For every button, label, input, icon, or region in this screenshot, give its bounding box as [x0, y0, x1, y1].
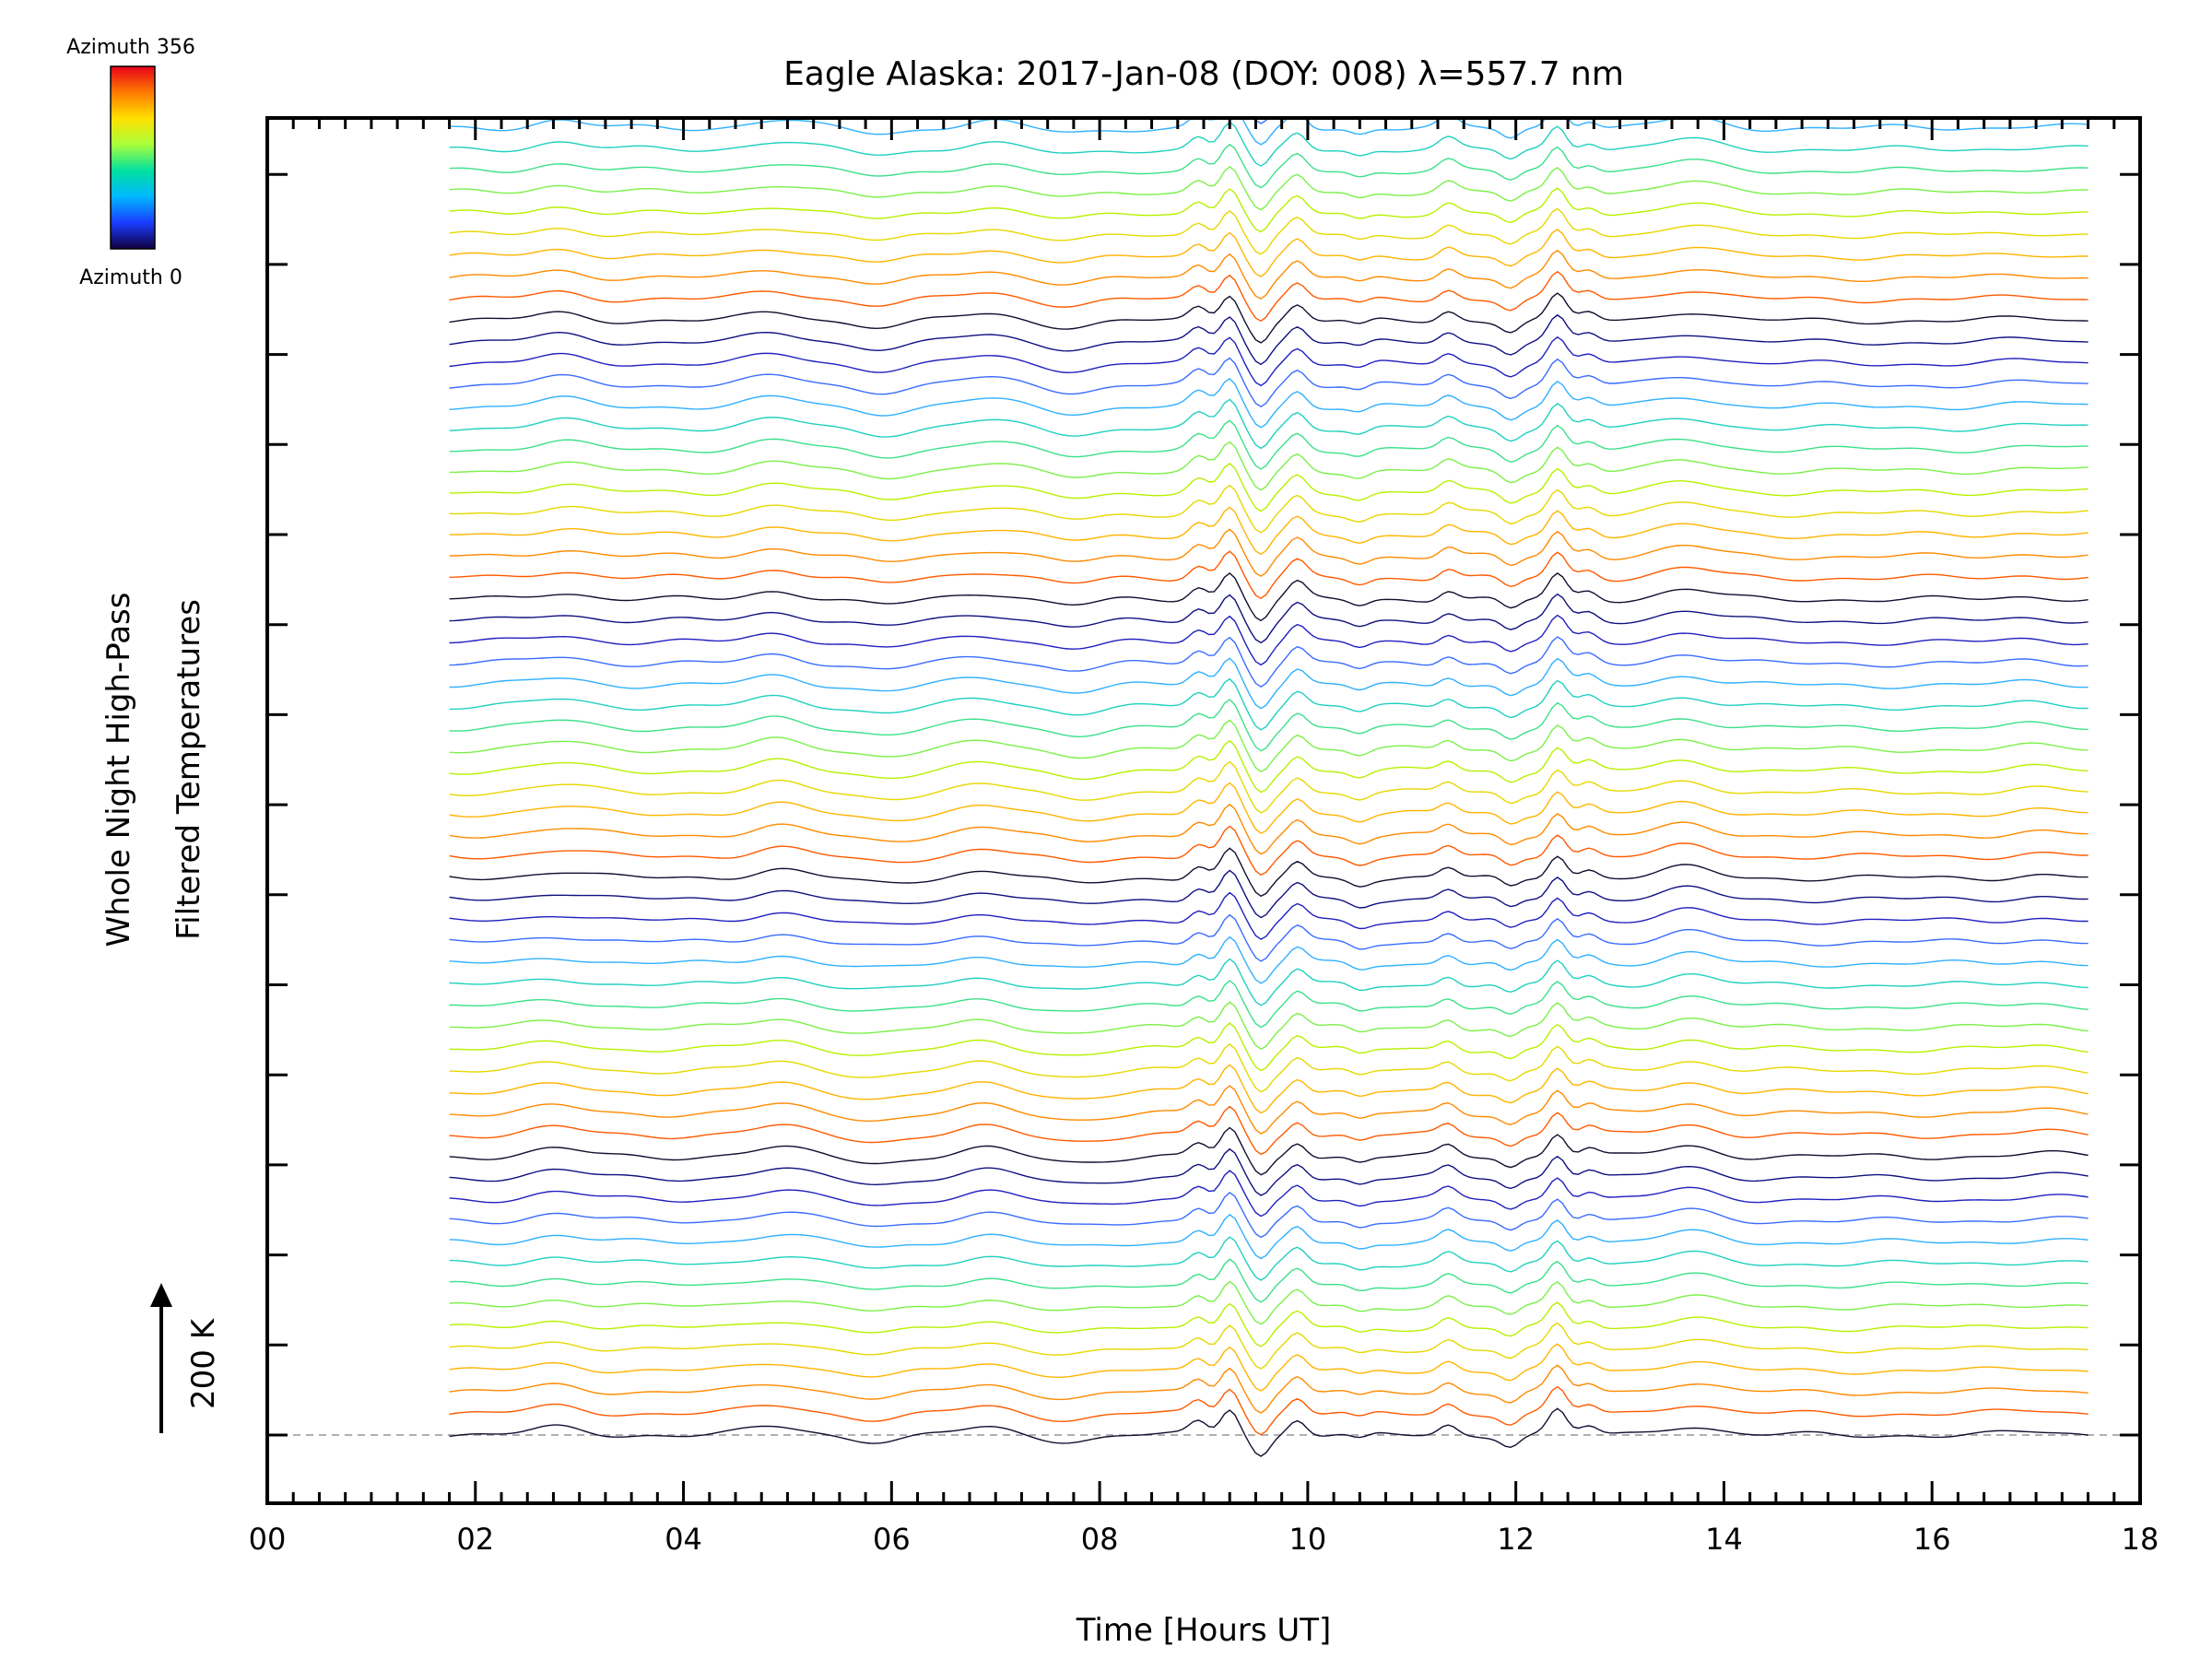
- series-line-25: [449, 869, 2088, 919]
- x-tick-label: 18: [2122, 1522, 2159, 1557]
- series-line-67: [450, 0, 2088, 19]
- series-line-14: [449, 1105, 2088, 1156]
- series-line-61: [449, 118, 2088, 146]
- series-line-9: [449, 1213, 2088, 1260]
- series-line-12: [449, 1147, 2088, 1196]
- series-line-17: [449, 1042, 2088, 1093]
- series-line-11: [449, 1170, 2088, 1218]
- x-axis-label: Time [Hours UT]: [1076, 1612, 1332, 1649]
- series-line-22: [449, 935, 2088, 984]
- series-line-24: [449, 891, 2088, 940]
- series-line-44: [449, 462, 2088, 512]
- series-line-39: [449, 571, 2088, 622]
- series-line-26: [449, 847, 2088, 898]
- x-tick-label: 14: [1705, 1522, 1743, 1557]
- series-line-36: [449, 636, 2088, 688]
- series-line-52: [449, 292, 2088, 344]
- x-tick-label: 08: [1081, 1522, 1119, 1557]
- colorbar-bottom-label: Azimuth 0: [79, 266, 182, 289]
- series-line-30: [449, 760, 2088, 814]
- series-line-55: [449, 229, 2088, 277]
- series-group: [449, 0, 2088, 1457]
- series-line-37: [449, 614, 2088, 666]
- colorbar-top-label: Azimuth 356: [66, 36, 195, 59]
- scale-indicator: 200 K: [150, 1283, 222, 1433]
- x-tick-label: 06: [873, 1522, 911, 1557]
- series-line-10: [449, 1191, 2088, 1239]
- series-line-54: [449, 249, 2088, 300]
- x-tick-label: 00: [249, 1522, 287, 1557]
- series-line-1: [449, 1385, 2088, 1436]
- series-line-16: [449, 1064, 2088, 1114]
- series-line-2: [449, 1364, 2088, 1414]
- series-line-58: [449, 165, 2088, 211]
- series-line-31: [449, 739, 2088, 794]
- series-line-47: [449, 398, 2088, 450]
- series-line-20: [449, 980, 2088, 1029]
- series-line-21: [449, 958, 2088, 1006]
- series-line-15: [449, 1085, 2088, 1135]
- chart-title: Eagle Alaska: 2017-Jan-08 (DOY: 008) λ=5…: [783, 55, 1624, 93]
- series-line-32: [449, 719, 2088, 773]
- series-line-13: [449, 1126, 2088, 1176]
- series-line-23: [449, 913, 2088, 962]
- series-line-4: [449, 1322, 2088, 1370]
- series-line-60: [449, 121, 2088, 167]
- series-line-27: [449, 825, 2088, 877]
- series-line-59: [449, 143, 2088, 189]
- series-line-0: [449, 1407, 2088, 1457]
- series-line-46: [449, 419, 2088, 470]
- colorbar: Azimuth 356 Azimuth 0: [66, 36, 195, 289]
- series-line-45: [449, 441, 2088, 491]
- series-line-35: [449, 657, 2088, 710]
- series-line-43: [449, 484, 2088, 534]
- series-line-38: [449, 593, 2088, 644]
- series-line-65: [450, 15, 2088, 62]
- series-line-33: [449, 699, 2088, 752]
- series-line-57: [449, 187, 2088, 233]
- x-tick-label: 12: [1497, 1522, 1535, 1557]
- series-line-28: [449, 803, 2088, 855]
- x-tick-label: 04: [665, 1522, 702, 1557]
- y-axis-label-line2: Filtered Temperatures: [171, 599, 207, 940]
- series-line-5: [449, 1301, 2088, 1347]
- axes: 00 02 04 06 08 10 12 14 16 18: [249, 116, 2159, 1557]
- series-line-6: [449, 1280, 2088, 1325]
- x-tick-label: 16: [1913, 1522, 1951, 1557]
- series-line-56: [449, 207, 2088, 255]
- y-axis-label-line1: Whole Night High-Pass: [100, 593, 137, 947]
- x-tick-label: 02: [456, 1522, 494, 1557]
- series-line-53: [449, 270, 2088, 323]
- series-line-48: [449, 378, 2088, 429]
- series-line-51: [449, 313, 2088, 366]
- scale-label: 200 K: [185, 1317, 222, 1409]
- series-line-50: [449, 335, 2088, 387]
- series-line-7: [449, 1258, 2088, 1303]
- series-line-49: [449, 357, 2088, 408]
- series-line-19: [449, 1001, 2088, 1051]
- series-line-34: [449, 677, 2088, 731]
- scale-arrow-head: [150, 1283, 172, 1307]
- x-tick-label: 10: [1289, 1522, 1327, 1557]
- series-line-41: [449, 528, 2088, 578]
- series-line-66: [450, 0, 2088, 41]
- series-line-8: [449, 1236, 2088, 1281]
- series-line-3: [449, 1343, 2088, 1392]
- series-line-18: [449, 1022, 2088, 1072]
- series-line-42: [449, 506, 2088, 556]
- series-line-29: [449, 782, 2088, 835]
- series-line-40: [449, 550, 2088, 600]
- colorbar-gradient: [110, 65, 156, 250]
